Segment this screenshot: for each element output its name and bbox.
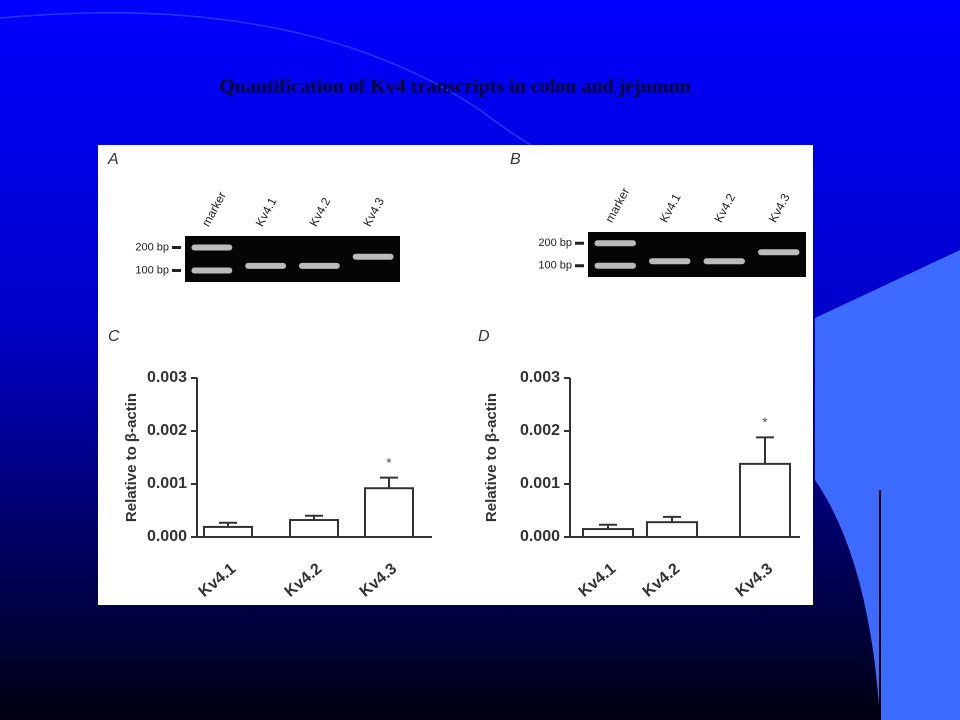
bar [646, 521, 698, 538]
marker-label: 100 bp [538, 260, 572, 272]
panel-letter: D [478, 328, 490, 345]
significance-marker: * [386, 454, 392, 470]
gel-band [594, 240, 636, 247]
significance-marker: * [762, 414, 768, 430]
y-tick-label: 0.003 [147, 369, 187, 386]
bar [364, 487, 414, 538]
y-axis-label: Relative to β-actin [123, 393, 140, 522]
error-bar [305, 514, 323, 521]
error-bar [219, 521, 237, 527]
y-tick-label: 0.003 [520, 369, 560, 386]
y-tick-label: 0.002 [520, 422, 560, 439]
panel-letter: C [108, 328, 120, 345]
gel-band [245, 262, 287, 269]
decor-curve [0, 11, 541, 151]
bar [582, 528, 634, 538]
error-bar [599, 523, 617, 530]
gel-band [703, 258, 745, 265]
y-axis-label: Relative to β-actin [483, 393, 500, 522]
gel-band [649, 258, 691, 265]
y-tick-label: 0.000 [147, 528, 187, 545]
gel-band [352, 253, 394, 260]
y-tick-label: 0.002 [147, 422, 187, 439]
bar [289, 519, 339, 538]
bar [739, 462, 791, 538]
gel-band [758, 249, 800, 256]
y-tick-label: 0.001 [147, 475, 187, 492]
y-tick-label: 0.000 [520, 528, 560, 545]
marker-label: 100 bp [135, 264, 169, 276]
decor-shape [815, 250, 960, 720]
gel-band [298, 262, 340, 269]
bar [203, 525, 253, 538]
y-tick-label: 0.001 [520, 475, 560, 492]
gel-band [191, 267, 233, 274]
panel-letter: B [510, 151, 521, 168]
gel-band [594, 262, 636, 269]
panel-letter: A [107, 151, 119, 168]
marker-label: 200 bp [135, 241, 169, 253]
error-bar [663, 515, 681, 523]
gel-band [191, 244, 233, 251]
error-bar [380, 476, 398, 489]
slide-title: Quantification of Kv4 transcripts in col… [219, 76, 691, 98]
marker-label: 200 bp [538, 237, 572, 249]
error-bar [756, 436, 774, 464]
